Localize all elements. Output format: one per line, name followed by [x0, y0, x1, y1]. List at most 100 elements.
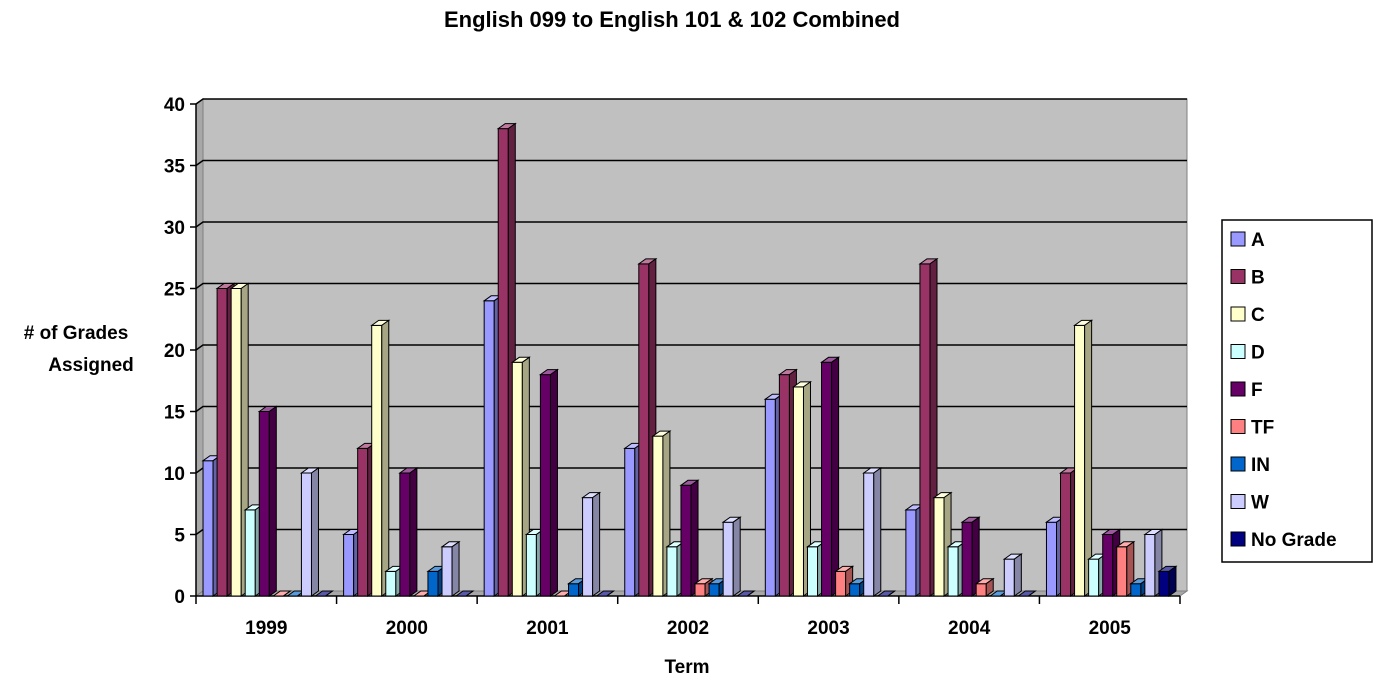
- bar-side: [690, 479, 699, 597]
- bar-front: [1130, 583, 1142, 597]
- bar-front: [638, 263, 650, 597]
- x-tick-label: 2004: [948, 618, 991, 639]
- gridline: [195, 344, 1187, 351]
- bar-side: [1013, 553, 1022, 597]
- bar-front: [230, 288, 242, 597]
- legend-swatch: [1230, 269, 1246, 284]
- bar-front: [441, 546, 453, 597]
- bar-front: [244, 509, 256, 597]
- legend-label: F: [1251, 380, 1263, 401]
- bar-tf-1999: [271, 590, 292, 597]
- bar-side: [1168, 565, 1177, 597]
- y-tick-label: 15: [164, 403, 186, 424]
- bar-side: [465, 590, 474, 597]
- legend-label: TF: [1251, 418, 1274, 439]
- x-tick-label: 2001: [526, 618, 569, 639]
- legend-swatch: [1230, 344, 1246, 359]
- bar-w-2000: [440, 540, 461, 597]
- bar-side: [732, 516, 741, 597]
- legend-swatch: [1230, 231, 1246, 247]
- bar-front: [568, 583, 580, 597]
- x-tick-label: 1999: [245, 618, 287, 639]
- y-axis-label-line2: Assigned: [48, 355, 134, 376]
- bar-front: [1116, 546, 1128, 597]
- legend-label: C: [1251, 305, 1265, 326]
- bar-side: [268, 405, 277, 597]
- gridline: [195, 98, 1187, 105]
- x-tick-label: 2000: [386, 618, 428, 639]
- bar-no-grade-1999: [313, 590, 335, 597]
- bar-front: [1045, 521, 1058, 597]
- bar-side: [746, 590, 755, 597]
- legend-swatch: [1230, 381, 1246, 397]
- bar-side: [381, 319, 390, 597]
- bar-front: [427, 570, 439, 597]
- bar-f-2004: [960, 516, 981, 597]
- bar-f-2000: [398, 467, 419, 597]
- y-axis-label-line1: # of Grades: [24, 323, 129, 344]
- bar-front: [778, 374, 790, 597]
- bar-front: [300, 472, 312, 597]
- legend-label: A: [1251, 230, 1265, 251]
- bar-front: [863, 472, 875, 597]
- bar-f-2002: [679, 479, 700, 597]
- gridline: [195, 221, 1187, 228]
- bar-side: [409, 467, 418, 597]
- bar-front: [821, 361, 833, 597]
- bar-front: [1074, 324, 1086, 597]
- bar-front: [483, 300, 495, 597]
- y-tick-label: 20: [164, 341, 185, 362]
- bar-front: [722, 521, 734, 597]
- y-tick-label: 0: [174, 587, 185, 608]
- x-tick-label: 2002: [667, 618, 709, 639]
- bar-no-grade-2000: [454, 590, 475, 597]
- bar-front: [975, 583, 987, 597]
- y-tick-label: 25: [164, 280, 186, 301]
- y-tick-label: 10: [164, 464, 185, 485]
- bar-front: [1060, 472, 1072, 597]
- bar-side: [1084, 319, 1093, 597]
- bar-front: [919, 263, 931, 597]
- legend-label: IN: [1251, 455, 1270, 476]
- bar-front: [216, 288, 228, 597]
- bar-front: [708, 583, 720, 597]
- bar-no-grade-2004: [1016, 590, 1037, 597]
- bar-side: [887, 590, 896, 597]
- bar-w-1999: [299, 467, 321, 597]
- x-tick-label: 2005: [1089, 618, 1132, 639]
- bar-f-2003: [819, 356, 841, 597]
- gridline: [195, 405, 1187, 413]
- bar-tf-2004: [974, 577, 995, 597]
- x-axis-label: Term: [664, 657, 709, 676]
- y-tick-label: 5: [174, 526, 185, 547]
- bar-front: [399, 472, 411, 597]
- bar-f-2001: [538, 368, 560, 597]
- bar-front: [624, 447, 636, 597]
- bar-front: [343, 534, 355, 597]
- bar-w-2004: [1002, 553, 1023, 597]
- gridline: [195, 159, 1187, 167]
- bar-front: [582, 497, 594, 597]
- legend-swatch: [1230, 456, 1246, 472]
- gridline: [195, 282, 1187, 290]
- bar-front: [497, 128, 509, 597]
- bar-front: [371, 324, 383, 597]
- bar-w-2002: [721, 516, 742, 597]
- bar-front: [933, 497, 945, 597]
- bar-front: [511, 361, 523, 597]
- bar-front: [652, 435, 664, 597]
- bar-w-2003: [862, 467, 883, 597]
- bar-front: [666, 546, 678, 597]
- bar-front: [947, 546, 959, 597]
- bar-side: [283, 590, 291, 597]
- bar-front: [792, 386, 804, 597]
- plot-area: 0 5 10 15 20 25 30 35 40 1999 2000 2001 2002 2003 2004…: [164, 95, 1189, 639]
- bar-no-grade-2002: [735, 590, 756, 597]
- bar-side: [606, 590, 614, 597]
- legend-label: D: [1251, 343, 1265, 364]
- bar-no-grade-2003: [876, 590, 897, 597]
- legend-swatch: [1230, 419, 1246, 434]
